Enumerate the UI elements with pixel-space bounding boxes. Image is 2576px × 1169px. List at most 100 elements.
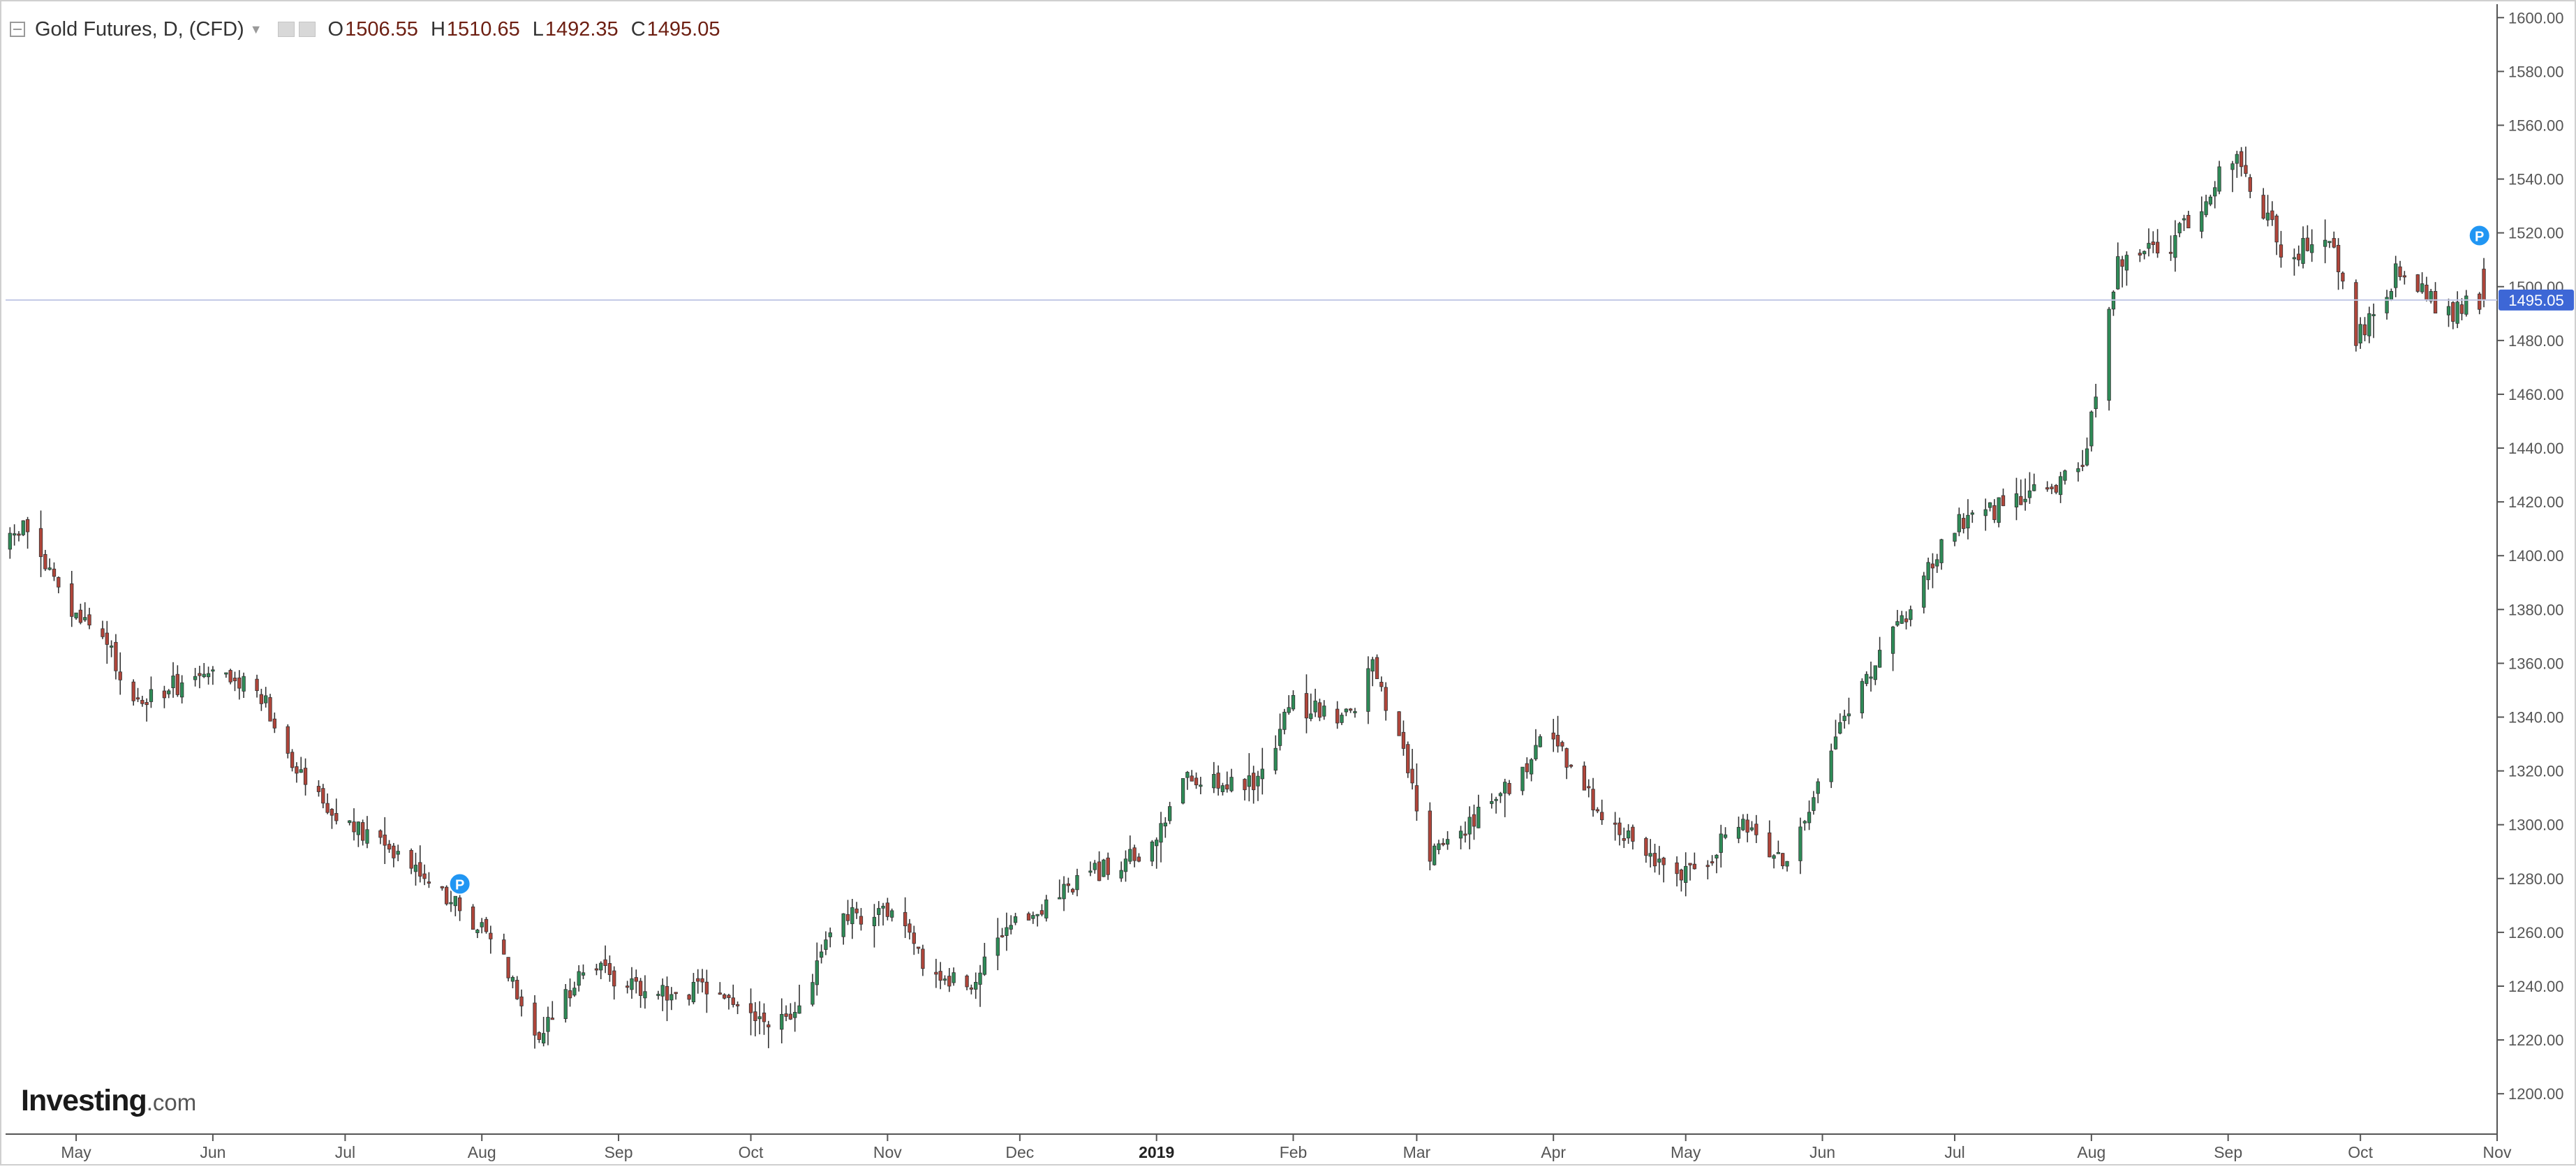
candle-body: [1569, 764, 1574, 767]
candle-body: [268, 697, 272, 722]
gear-icon[interactable]: [298, 22, 316, 37]
candle-body: [1595, 809, 1600, 812]
candle-body: [1507, 782, 1511, 794]
candle-body: [2301, 238, 2305, 264]
candle-body: [1282, 711, 1287, 730]
candle-body: [21, 520, 25, 535]
candle-body: [2019, 496, 2023, 505]
candle-body: [1869, 676, 1873, 679]
candle-body: [2001, 495, 2006, 507]
time-tick-label: Oct: [739, 1143, 764, 1161]
candle-body: [445, 886, 449, 904]
candle-body: [942, 978, 947, 981]
candle-body: [2239, 151, 2244, 167]
candle-body: [334, 813, 339, 821]
candle-body: [2045, 487, 2050, 490]
candle-body: [2451, 301, 2455, 322]
candle-body: [1467, 817, 1472, 835]
candle-body: [1335, 708, 1340, 724]
candle-body: [1397, 711, 1401, 736]
candle-body: [392, 845, 396, 858]
candle-body: [1463, 833, 1467, 836]
candle-body: [2371, 314, 2376, 316]
candle-body: [1745, 819, 1749, 833]
time-tick-label: Jul: [335, 1143, 355, 1161]
candle-body: [2385, 297, 2389, 313]
open-value: 1506.55: [345, 17, 418, 40]
candle-body: [1216, 773, 1220, 789]
candle-body: [440, 886, 445, 888]
candle-body: [607, 963, 612, 975]
candle-body: [568, 990, 572, 999]
candle-body: [912, 932, 916, 944]
time-tick-label: Feb: [1280, 1143, 1308, 1161]
candle-body: [1498, 793, 1503, 796]
candle-body: [1379, 681, 1384, 687]
candle-body: [1873, 665, 1877, 680]
candle-body: [1895, 621, 1900, 626]
candle-body: [286, 726, 290, 754]
symbol-label[interactable]: Gold Futures, D, (CFD): [35, 17, 244, 40]
candle-body: [211, 669, 215, 672]
candle-body: [859, 916, 864, 925]
price-tick-label: 1480.00: [2508, 332, 2564, 350]
candle-body: [471, 907, 475, 930]
candle-body: [938, 971, 942, 981]
candle-body: [2367, 313, 2371, 336]
candle-body: [630, 978, 634, 990]
candle-body: [264, 695, 268, 703]
candle-body: [1340, 715, 1344, 723]
candle-body: [1476, 807, 1481, 828]
settings-icon[interactable]: [277, 22, 295, 37]
candle-body: [1503, 782, 1507, 794]
candle-body: [572, 988, 577, 996]
candle-body: [228, 670, 232, 683]
candle-body: [2142, 251, 2147, 255]
candle-body: [2027, 490, 2032, 498]
candle-body: [1062, 884, 1066, 900]
collapse-legend-icon[interactable]: [10, 22, 25, 37]
candle-body: [1212, 773, 1216, 789]
candle-body: [1119, 870, 1123, 879]
candle-body: [1370, 659, 1375, 672]
candle-body: [1781, 853, 1785, 867]
candle-body: [1962, 518, 1966, 529]
candle-body: [2327, 241, 2332, 244]
candle-body: [1229, 777, 1234, 791]
candle-body: [57, 576, 61, 588]
candle-body: [2230, 163, 2235, 170]
candle-body: [1366, 668, 1370, 712]
candle-body: [1273, 747, 1278, 771]
candle-body: [2446, 306, 2451, 315]
candle-body: [2138, 253, 2142, 256]
candle-body: [810, 982, 815, 1005]
candle-body: [2478, 293, 2482, 310]
candle-body: [1838, 722, 1842, 734]
candle-body: [1180, 778, 1185, 804]
chevron-down-icon[interactable]: ▼: [249, 22, 262, 36]
candle-body: [1772, 855, 1776, 859]
time-tick-label: May: [1671, 1143, 1701, 1161]
candle-body: [484, 918, 489, 932]
candle-body: [2459, 304, 2464, 314]
price-tick-label: 1200.00: [2508, 1085, 2564, 1103]
candle-body: [1953, 533, 1957, 542]
candle-body: [1252, 773, 1256, 791]
candle-body: [1865, 673, 1869, 684]
candle-body: [660, 985, 665, 997]
candle-body: [767, 1024, 771, 1027]
candle-body: [12, 533, 17, 536]
candle-body: [87, 614, 91, 626]
candle-body: [74, 612, 78, 618]
candle-body: [546, 1017, 550, 1032]
candle-body: [784, 1013, 788, 1017]
candle-body: [718, 992, 722, 995]
candle-body: [1926, 562, 1930, 581]
candle-body: [974, 982, 978, 990]
candle-body: [2464, 295, 2468, 315]
low-value: 1492.35: [545, 17, 619, 40]
candle-body: [131, 681, 135, 701]
candle-body: [1719, 833, 1723, 853]
candle-body: [1058, 897, 1062, 900]
